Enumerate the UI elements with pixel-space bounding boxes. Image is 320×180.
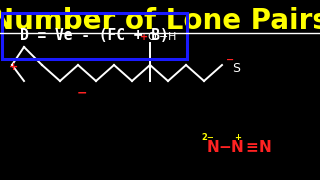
Text: Number of Lone Pairs: Number of Lone Pairs — [0, 7, 320, 35]
Text: N: N — [231, 141, 244, 156]
Text: −: − — [159, 32, 169, 42]
Text: 2−: 2− — [202, 134, 214, 143]
Text: −: − — [219, 141, 231, 156]
Text: −: − — [77, 87, 87, 100]
Text: +: + — [235, 134, 242, 143]
Text: S: S — [232, 62, 240, 75]
Text: +: + — [9, 62, 19, 72]
Text: +: + — [140, 32, 148, 42]
Text: −: − — [226, 55, 234, 65]
Text: ≡: ≡ — [246, 141, 258, 156]
Text: N: N — [259, 141, 271, 156]
Text: N: N — [207, 141, 220, 156]
Text: O: O — [148, 32, 156, 42]
Text: D = Ve - (FC + B): D = Ve - (FC + B) — [20, 28, 169, 44]
Text: H: H — [168, 32, 176, 42]
